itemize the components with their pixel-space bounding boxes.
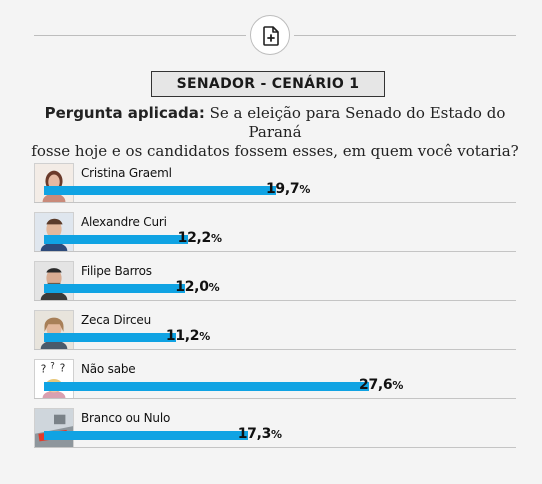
result-bar: [44, 235, 188, 244]
row-divider: [34, 251, 516, 252]
result-row: Filipe Barros 12,0%: [34, 261, 516, 301]
chart-title: SENADOR - CENÁRIO 1: [151, 71, 385, 97]
header-rule-right: [294, 35, 516, 36]
result-row: Branco ou Nulo 17,3%: [34, 408, 516, 448]
result-row: Zeca Dirceu 11,2%: [34, 310, 516, 350]
result-bar: [44, 284, 186, 293]
question-text: Pergunta aplicada: Se a eleição para Sen…: [30, 104, 520, 161]
candidate-avatar: [34, 408, 74, 448]
candidate-name: Branco ou Nulo: [81, 411, 171, 425]
candidate-name: Alexandre Curi: [81, 215, 167, 229]
row-divider: [34, 300, 516, 301]
row-divider: [34, 398, 516, 399]
candidate-avatar: [34, 163, 74, 203]
row-divider: [34, 349, 516, 350]
result-value-label: 12,0%: [175, 279, 220, 295]
result-value-label: 27,6%: [359, 377, 404, 393]
result-bar: [44, 186, 276, 195]
candidate-name: Zeca Dirceu: [81, 313, 151, 327]
header-rule-left: [34, 35, 246, 36]
result-row: ??? Não sabe 27,6%: [34, 359, 516, 399]
result-bar: [44, 333, 176, 342]
result-value-label: 11,2%: [165, 328, 210, 344]
svg-text:?: ?: [50, 362, 55, 372]
row-divider: [34, 447, 516, 448]
candidate-avatar: [34, 212, 74, 252]
svg-text:?: ?: [60, 362, 66, 374]
candidate-name: Filipe Barros: [81, 264, 152, 278]
result-row: Alexandre Curi 12,2%: [34, 212, 516, 252]
candidate-name: Cristina Graeml: [81, 166, 172, 180]
question-lead: Pergunta aplicada:: [44, 104, 205, 122]
candidate-avatar: [34, 261, 74, 301]
result-bar: [44, 431, 248, 440]
result-value-label: 17,3%: [237, 426, 282, 442]
document-badge[interactable]: [250, 15, 290, 55]
row-divider: [34, 202, 516, 203]
result-row: Cristina Graeml 19,7%: [34, 163, 516, 203]
candidate-name: Não sabe: [81, 362, 136, 376]
question-line-2: fosse hoje e os candidatos fossem esses,…: [31, 142, 519, 160]
candidate-avatar: [34, 310, 74, 350]
result-bar: [44, 382, 369, 391]
candidate-avatar: ???: [34, 359, 74, 399]
result-value-label: 19,7%: [265, 181, 311, 197]
document-add-icon: [263, 26, 279, 46]
result-value-label: 12,2%: [177, 230, 222, 246]
svg-text:?: ?: [41, 363, 47, 375]
question-line-1: Se a eleição para Senado do Estado do Pa…: [204, 104, 506, 141]
